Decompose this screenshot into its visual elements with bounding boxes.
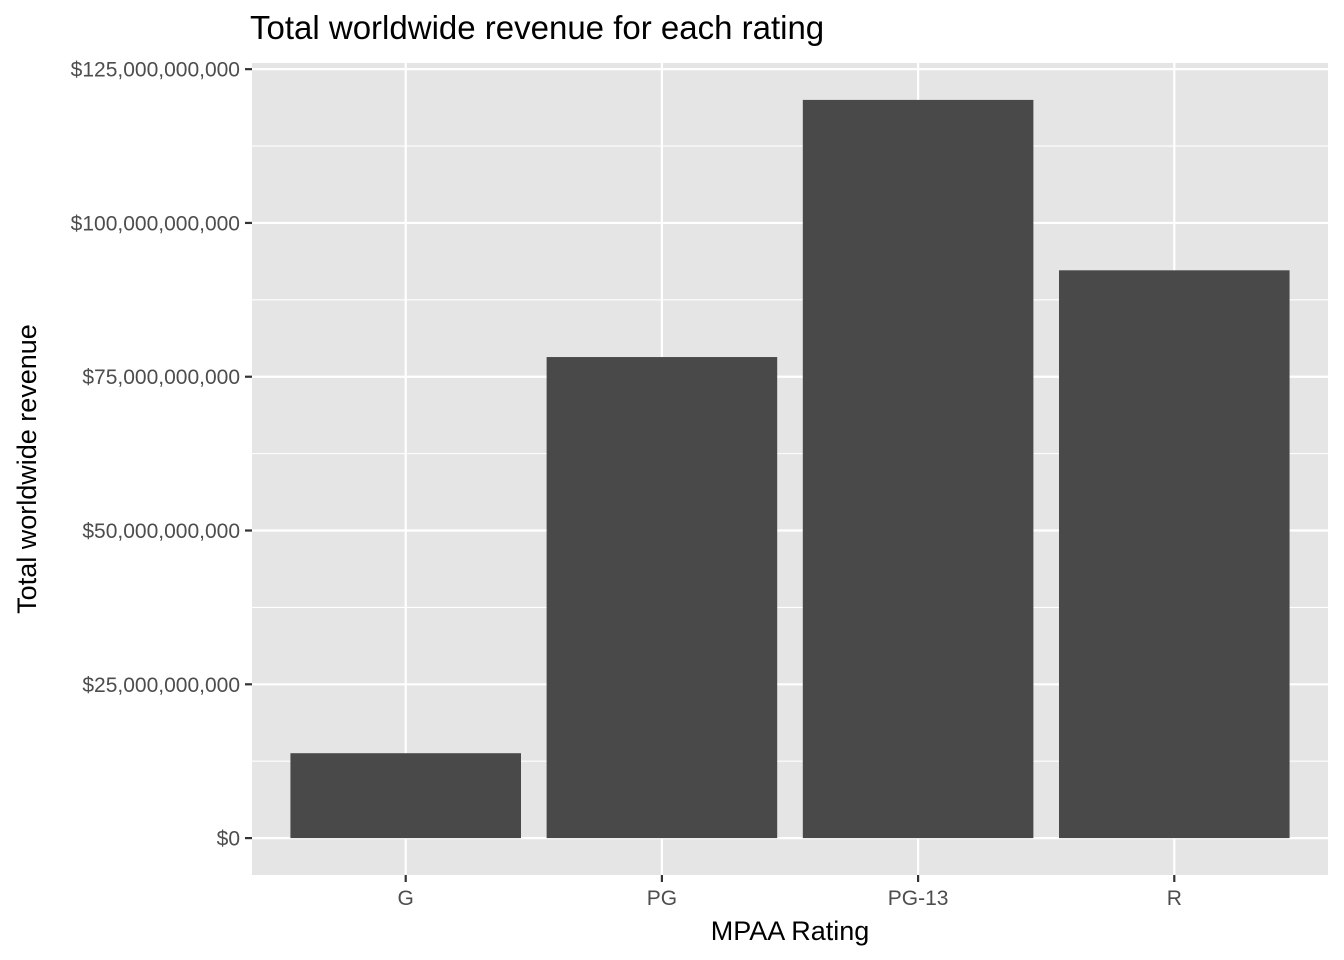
y-tick-label: $50,000,000,000 <box>82 520 240 543</box>
y-axis-title: Total worldwide revenue <box>12 324 42 614</box>
x-tick-label: G <box>398 887 414 910</box>
x-tick-label: PG <box>647 887 677 910</box>
y-axis-ticks: $0 $25,000,000,000 $50,000,000,000 $75,000,… <box>71 59 252 851</box>
bar-pg-13 <box>802 99 1034 839</box>
bars <box>290 99 1290 839</box>
y-tick-label: $125,000,000,000 <box>71 59 240 82</box>
y-tick-label: $25,000,000,000 <box>82 674 240 697</box>
bar-pg <box>546 357 778 839</box>
y-tick-label: $75,000,000,000 <box>82 366 240 389</box>
bar-g <box>290 753 521 839</box>
y-tick-label: $100,000,000,000 <box>71 212 240 235</box>
chart-title: Total worldwide revenue for each rating <box>250 9 824 46</box>
x-tick-label: R <box>1167 887 1182 910</box>
x-axis-ticks: G PG PG-13 R <box>398 875 1182 910</box>
x-tick-label: PG-13 <box>888 887 949 910</box>
y-tick-label: $0 <box>217 828 240 851</box>
bar-r <box>1059 270 1290 839</box>
x-axis-title: MPAA Rating <box>711 916 870 946</box>
